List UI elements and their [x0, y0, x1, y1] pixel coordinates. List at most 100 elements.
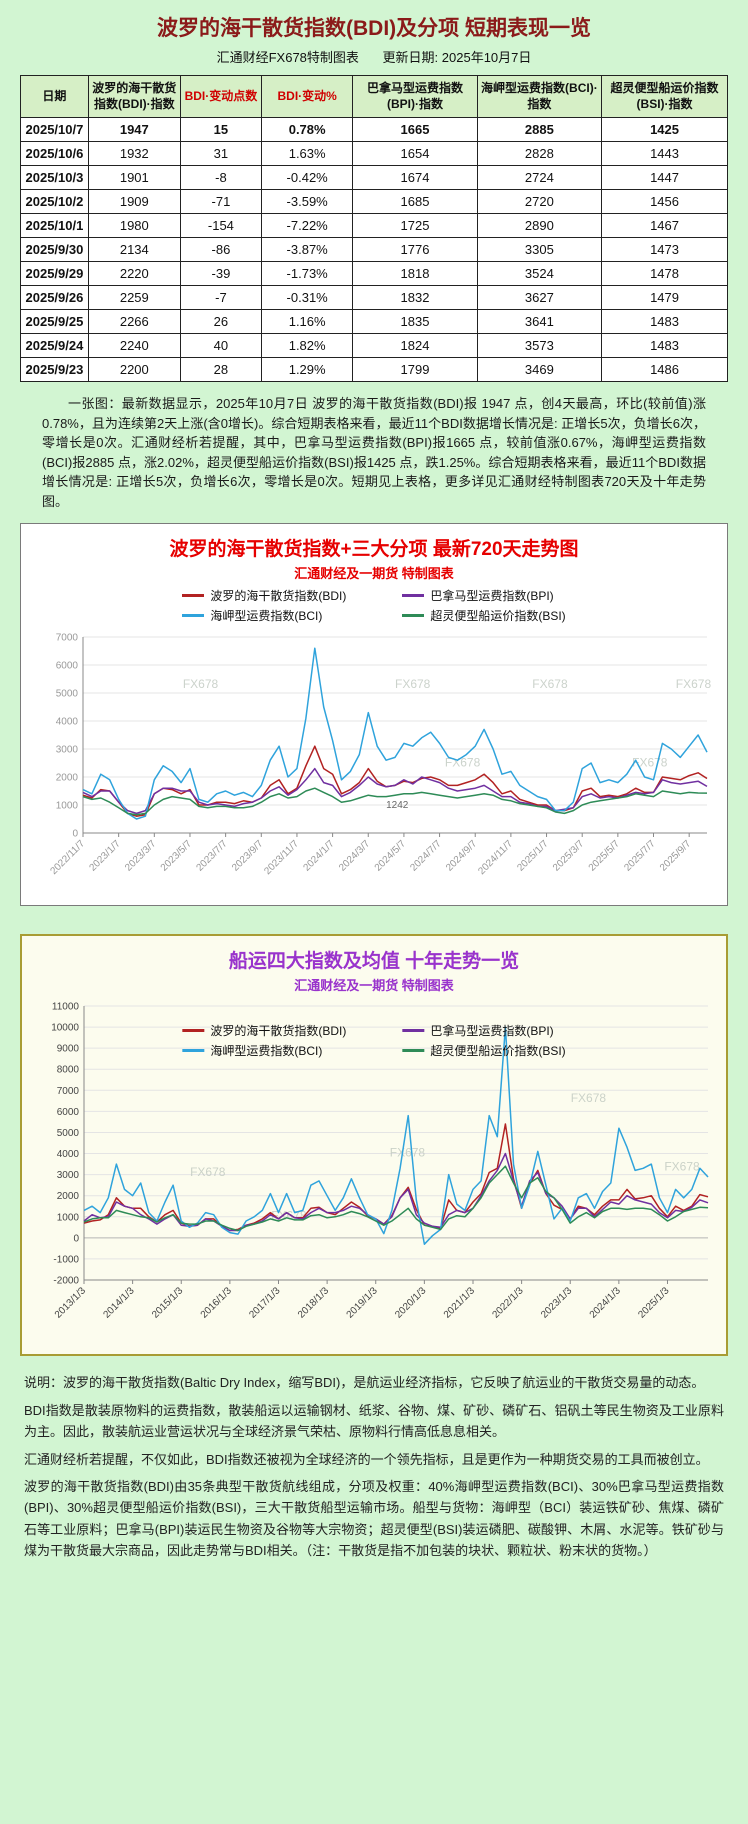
value-cell: 1.29% [261, 357, 354, 383]
table-row: 2025/9/25 2266 26 1.16% 1835 3641 1483 [20, 309, 728, 335]
y-tick-label: 9000 [57, 1044, 80, 1055]
x-tick-label: 2025/7/7 [622, 838, 658, 874]
value-cell: 15 [179, 117, 263, 143]
y-tick-label: 1000 [56, 801, 79, 812]
x-tick-label: 2024/5/7 [373, 838, 409, 874]
short-term-table: 日期 波罗的海干散货指数(BDI)·指数 BDI·变动点数 BDI·变动% 巴拿马型运费… [20, 74, 728, 383]
date-cell: 2025/9/24 [20, 333, 89, 359]
x-tick-label: 2023/9/7 [230, 838, 266, 874]
legend-label: 海岬型运费指数(BCI) [210, 1044, 323, 1059]
legend-swatch [182, 614, 205, 618]
value-cell: 3469 [476, 357, 603, 383]
value-cell: -1.73% [261, 261, 354, 287]
value-cell: 2200 [87, 357, 181, 383]
value-cell: 2720 [476, 189, 603, 215]
date-cell: 2025/10/6 [20, 141, 89, 167]
value-cell: 1443 [601, 141, 728, 167]
value-cell: 2266 [87, 309, 181, 335]
legend-label: 巴拿马型运费指数(BPI) [430, 1024, 554, 1039]
value-cell: 1478 [601, 261, 728, 287]
value-cell: -8 [179, 165, 263, 191]
x-tick-label: 2013/1/3 [53, 1285, 89, 1321]
legend-item: 巴拿马型运费指数(BPI) [402, 1022, 565, 1039]
value-cell: -0.31% [261, 285, 354, 311]
legend-swatch [182, 1049, 205, 1053]
x-tick-label: 2025/1/3 [636, 1285, 672, 1321]
x-tick-label: 2023/7/7 [194, 838, 230, 874]
y-tick-label: 8000 [57, 1065, 80, 1076]
legend-item: 波罗的海干散货指数(BDI) [182, 1022, 346, 1039]
x-tick-label: 2024/3/7 [337, 838, 373, 874]
value-cell: 1456 [601, 189, 728, 215]
x-tick-label: 2023/1/3 [539, 1285, 575, 1321]
value-cell: 1909 [87, 189, 181, 215]
column-header: 波罗的海干散货指数(BDI)·指数 [87, 74, 181, 119]
value-cell: 1818 [352, 261, 478, 287]
value-cell: 0.78% [261, 117, 354, 143]
series-bci [83, 1026, 709, 1246]
legend-label: 超灵便型船运价指数(BSI) [430, 609, 566, 624]
value-cell: 1980 [87, 213, 181, 239]
x-tick-label: 2015/1/3 [150, 1285, 186, 1321]
watermark: FX678 [190, 1165, 226, 1179]
legend-item: 巴拿马型运费指数(BPI) [402, 587, 565, 604]
x-tick-label: 2023/5/7 [159, 838, 195, 874]
chart-10y-plot: -2000 -1000 0 1000 2000 3000 4000 5000 6000 7000 8… [51, 1002, 709, 1321]
value-cell: -86 [179, 237, 263, 263]
brand-label: 汇通财经FX678特制图表 [216, 50, 359, 65]
value-cell: 1665 [352, 117, 478, 143]
table-row: 2025/9/30 2134 -86 -3.87% 1776 3305 1473 [20, 237, 728, 263]
legend-swatch [402, 594, 425, 598]
chart-720d-title: 波罗的海干散货指数+三大分项 最新720天走势图 [169, 539, 579, 561]
value-cell: 2724 [476, 165, 603, 191]
value-cell: 1654 [352, 141, 478, 167]
page-subtitle: 汇通财经FX678特制图表 更新日期: 2025年10月7日 [0, 47, 748, 66]
x-tick-label: 2024/9/7 [444, 838, 480, 874]
date-cell: 2025/9/29 [20, 261, 89, 287]
value-cell: 3641 [476, 309, 603, 335]
legend-label: 波罗的海干散货指数(BDI) [210, 1024, 347, 1039]
y-tick-label: 5000 [57, 1128, 80, 1139]
table-row: 2025/10/3 1901 -8 -0.42% 1674 2724 1447 [20, 165, 728, 191]
table-header-row: 日期 波罗的海干散货指数(BDI)·指数 BDI·变动点数 BDI·变动% 巴拿马型运费… [20, 74, 728, 119]
value-cell: 1473 [601, 237, 728, 263]
y-tick-label: 4000 [57, 1149, 80, 1160]
y-tick-label: 0 [72, 829, 78, 840]
value-cell: 40 [179, 333, 263, 359]
y-tick-label: 4000 [56, 717, 79, 728]
column-header: 海岬型运费指数(BCI)·指数 [476, 74, 603, 119]
value-cell: 1947 [87, 117, 181, 143]
value-cell: 3573 [476, 333, 603, 359]
x-tick-label: 2020/1/3 [393, 1285, 429, 1321]
x-tick-label: 2014/1/3 [101, 1285, 137, 1321]
value-cell: 1685 [352, 189, 478, 215]
chart-10y-legend: 波罗的海干散货指数(BDI) 巴拿马型运费指数(BPI) 海岬型运费指数(BCI) 超… [182, 1022, 566, 1059]
legend-item: 海岬型运费指数(BCI) [182, 1042, 346, 1059]
note-paragraph-3: 汇通财经析若提醒，不仅如此，BDI指数还被视为全球经济的一个领先指标，且是更作为… [24, 1451, 709, 1467]
x-tick-label: 2022/11/7 [48, 838, 87, 877]
watermark: FX678 [390, 1146, 426, 1160]
x-tick-label: 2024/11/7 [476, 838, 515, 877]
x-tick-label: 2024/7/7 [408, 838, 444, 874]
chart-720d-subtitle: 汇通财经及一期货 特制图表 [294, 566, 454, 582]
date-cell: 2025/9/25 [20, 309, 89, 335]
note-paragraph-4: 波罗的海干散货指数(BDI)由35条典型干散货航线组成，分项及权重：40%海岬型… [24, 1478, 724, 1559]
x-tick-label: 2022/1/3 [490, 1285, 526, 1321]
chart-10y-subtitle: 汇通财经及一期货 特制图表 [294, 978, 454, 994]
legend-label: 超灵便型船运价指数(BSI) [430, 1044, 566, 1059]
series-bpi [82, 768, 708, 815]
y-tick-label: 2000 [56, 773, 79, 784]
x-tick-label: 2025/9/7 [658, 838, 694, 874]
summary-paragraph: 一张图：最新数据显示，2025年10月7日 波罗的海干散货指数(BDI)报 19… [42, 396, 706, 509]
series-bsi [82, 787, 708, 816]
legend-item: 超灵便型船运价指数(BSI) [402, 607, 566, 624]
legend-swatch [182, 594, 205, 598]
value-cell: 2885 [476, 117, 603, 143]
value-cell: 3627 [476, 285, 603, 311]
x-tick-label: 2023/11/7 [262, 838, 301, 877]
value-cell: -39 [179, 261, 263, 287]
value-cell: 1483 [601, 333, 728, 359]
y-tick-label: 3000 [56, 745, 79, 756]
y-tick-label: 5000 [56, 689, 79, 700]
